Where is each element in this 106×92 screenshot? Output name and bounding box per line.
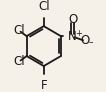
Text: O: O (81, 34, 90, 47)
Text: Cl: Cl (14, 55, 25, 68)
Text: +: + (75, 29, 82, 38)
Text: O: O (68, 13, 77, 26)
Text: F: F (40, 79, 47, 92)
Text: N: N (68, 30, 77, 43)
Text: Cl: Cl (38, 0, 50, 13)
Text: –: – (88, 38, 93, 47)
Text: Cl: Cl (14, 24, 25, 37)
